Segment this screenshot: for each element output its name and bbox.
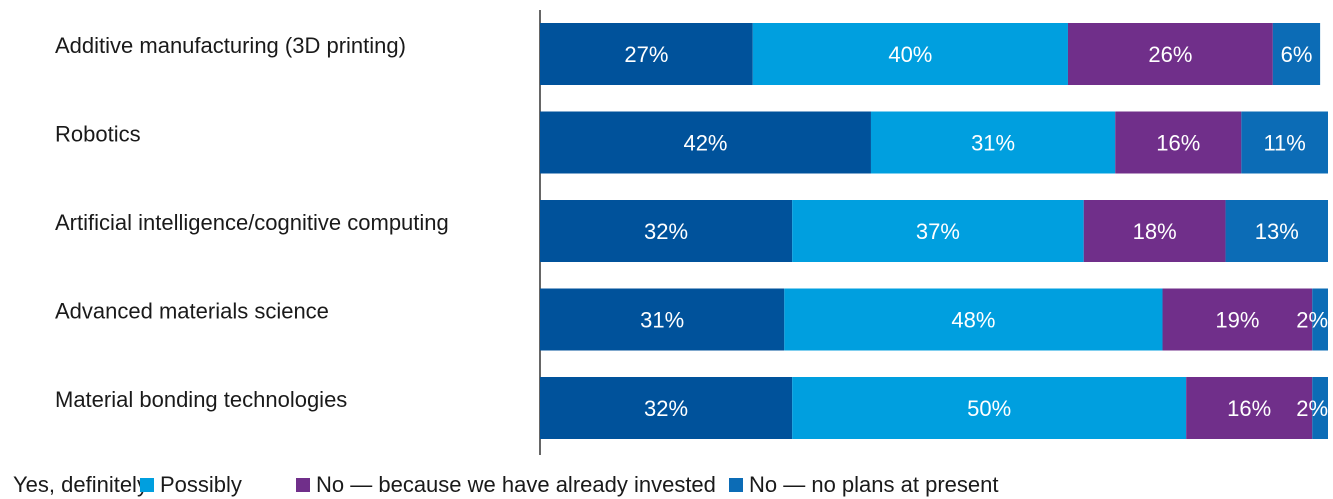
legend-swatch	[296, 478, 310, 492]
data-label: 26%	[1148, 42, 1192, 67]
data-label: 40%	[888, 42, 932, 67]
legend-item-already-invested: No — because we have already invested	[296, 472, 729, 498]
data-label: 2%	[1296, 308, 1328, 333]
bar-segment	[1272, 23, 1321, 85]
data-label: 31%	[640, 308, 684, 333]
bar-segment	[792, 200, 1084, 262]
category-label: Material bonding technologies	[55, 387, 347, 412]
bar-segment	[540, 111, 871, 174]
bar-segment	[1312, 377, 1328, 439]
bar-segment	[870, 111, 1116, 174]
category-label: Advanced materials science	[55, 299, 329, 324]
bar-segment	[540, 288, 785, 351]
category-label: Artificial intelligence/cognitive comput…	[55, 210, 449, 235]
legend-swatch	[729, 478, 743, 492]
legend-label: Possibly	[160, 472, 242, 497]
data-label: 32%	[644, 396, 688, 421]
data-label: 37%	[916, 219, 960, 244]
bar-segment	[1225, 200, 1328, 262]
data-label: 6%	[1281, 42, 1313, 67]
data-label: 32%	[644, 219, 688, 244]
bar-segment	[752, 23, 1068, 85]
data-labels: 27% 40% 26% 6% 42% 31% 16% 11% 32% 37% 18% 13% 31% 48…	[624, 42, 1328, 421]
data-label: 31%	[971, 131, 1015, 156]
bar-segments	[540, 23, 1328, 439]
bar-segment	[1312, 288, 1328, 351]
data-label: 27%	[624, 42, 668, 67]
bar-segment	[1083, 200, 1226, 262]
data-label: 13%	[1255, 219, 1299, 244]
data-label: 48%	[951, 308, 995, 333]
data-label: 18%	[1133, 219, 1177, 244]
bar-segment	[540, 377, 793, 439]
bar-segment	[1115, 111, 1242, 174]
data-label: 50%	[967, 396, 1011, 421]
data-label: 19%	[1215, 308, 1259, 333]
bar-segment	[540, 200, 793, 262]
bar-segment	[1241, 111, 1328, 174]
data-label: 16%	[1227, 396, 1271, 421]
bar-segment	[1162, 288, 1313, 351]
legend-swatch	[140, 478, 154, 492]
legend-item-possibly: Possibly	[140, 472, 296, 498]
bar-segment	[1067, 23, 1273, 85]
legend-label: No — no plans at present	[749, 472, 999, 497]
bar-segment	[1186, 377, 1313, 439]
bar-segment	[540, 23, 753, 85]
data-label: 42%	[683, 131, 727, 156]
legend: Yes, definitely Possibly No — because we…	[7, 472, 998, 498]
bar-segment	[792, 377, 1187, 439]
data-label: 11%	[1263, 131, 1305, 156]
legend-label: Yes, definitely	[13, 472, 148, 497]
legend-item-yes-definitely: Yes, definitely	[7, 472, 148, 498]
stacked-bar-chart: Additive manufacturing (3D printing) Rob…	[55, 10, 1328, 455]
data-label: 2%	[1296, 396, 1328, 421]
category-labels: Additive manufacturing (3D printing) Rob…	[55, 33, 449, 412]
data-label: 16%	[1156, 131, 1200, 156]
bar-segment	[784, 288, 1163, 351]
category-label: Additive manufacturing (3D printing)	[55, 33, 406, 58]
category-label: Robotics	[55, 122, 141, 147]
legend-label: No — because we have already invested	[316, 472, 716, 497]
legend-item-no-plans: No — no plans at present	[729, 472, 998, 498]
